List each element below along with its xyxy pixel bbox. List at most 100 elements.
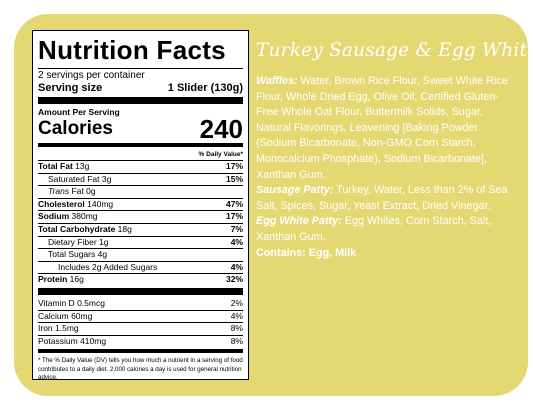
nutrient-row: Protein 16g 32% <box>38 274 243 286</box>
vitamin-name: Calcium <box>38 310 69 321</box>
serving-size: Serving size 1 Slider (130g) <box>38 82 243 95</box>
amount-per-serving: Amount Per Serving <box>38 107 120 117</box>
nutrient-name: Total Fat <box>38 161 73 171</box>
vitamin-row: Calcium 60mg 4% <box>38 311 243 324</box>
ingredient-text: Water, Brown Rice Flour, Sweet White Ric… <box>256 75 508 181</box>
nutrient-row: Total Carbohydrate 18g 7% <box>38 224 243 237</box>
nutrient: Saturated Fat 3g <box>38 174 111 186</box>
vitamin-name: Vitamin D <box>38 297 75 308</box>
nutrient-row: Includes 2g Added Sugars 4% <box>38 262 243 275</box>
nutrient-row: Trans Fat 0g <box>38 186 243 199</box>
nutrient-amount: 1g <box>99 236 109 247</box>
nutrient: Includes 2g Added Sugars <box>38 262 157 274</box>
nutrient-row: Total Fat 13g 17% <box>38 161 243 174</box>
daily-value: 8% <box>230 335 243 346</box>
nutrient-amount: 0g <box>86 186 96 197</box>
allergens: Contains: Egg, Milk <box>256 246 357 259</box>
ingredient-label: Egg White Patty: <box>256 215 342 228</box>
daily-value: 15% <box>225 173 243 184</box>
daily-value: 7% <box>230 223 243 234</box>
nutrient-row: Saturated Fat 3g 15% <box>38 174 243 187</box>
thick-rule <box>38 287 243 295</box>
nutrient-row: Cholesterol 140mg 47% <box>38 199 243 212</box>
nutrient-amount: 2g Added Sugars <box>92 261 158 272</box>
nutrient-amount: 16g <box>69 274 84 285</box>
serving-size-label: Serving size <box>38 82 103 94</box>
daily-value: 4% <box>230 236 243 247</box>
calories: Calories 240 <box>38 114 243 144</box>
label-title: Nutrition Facts <box>38 35 226 65</box>
ingredient-group: Sausage Patty: Turkey, Water, Less than … <box>256 183 518 214</box>
ingredient-group: Waffles: Water, Brown Rice Flour, Sweet … <box>256 74 518 183</box>
daily-value: 2% <box>230 297 243 308</box>
nutrient-name: Cholesterol <box>38 198 85 209</box>
ingredient-label: Sausage Patty: <box>256 184 334 197</box>
nutrient-name: Dietary Fiber <box>48 236 97 247</box>
daily-value: 32% <box>225 274 243 285</box>
daily-value: 17% <box>225 211 243 222</box>
nutrient: Protein 16g <box>38 274 84 286</box>
ingredient-label: Waffles: <box>256 75 298 87</box>
ingredient-text: Turkey, Water, Less than 2% of Sea Salt,… <box>256 184 508 212</box>
daily-value: 8% <box>230 323 243 334</box>
vitamin-amount: 1.5mg <box>55 323 79 334</box>
ingredients-panel: Turkey Sausage & Egg White Waffles: Wate… <box>256 38 533 261</box>
footnote: * The % Daily Value (DV) tells you how m… <box>38 357 243 381</box>
dv-header: % Daily Value* <box>38 149 243 161</box>
nutrient: Total Carbohydrate 18g <box>38 224 132 236</box>
vitamin: Vitamin D 0.5mcg <box>38 298 231 310</box>
nutrient-row: Total Sugars 4g <box>38 249 243 262</box>
nutrient: Sodium 380mg <box>38 211 98 223</box>
ingredient-text: Egg Whites, Corn Starch, Salt, Xanthan G… <box>256 215 492 243</box>
vitamin-row: Potassium 410mg 8% <box>38 336 243 348</box>
calories-value: 240 <box>199 114 243 144</box>
nutrient-amount: 380mg <box>71 211 98 222</box>
daily-value: 17% <box>225 161 243 171</box>
vitamin-name: Iron <box>38 323 53 334</box>
nutrient-name: Saturated Fat <box>48 173 100 184</box>
nutrient-amount: 140mg <box>87 198 114 209</box>
vitamin-rows: Vitamin D 0.5mcg 2% Calcium 60mg 4% Iron 1.5… <box>38 298 243 347</box>
daily-value: 4% <box>230 310 243 321</box>
vitamin: Iron 1.5mg <box>38 323 231 335</box>
vitamin: Calcium 60mg <box>38 311 231 323</box>
servings: 2 servings per container <box>38 70 145 81</box>
nutrient-row: Sodium 380mg 17% <box>38 211 243 224</box>
vitamin-amount: 410mg <box>80 335 107 346</box>
vitamin-row: Vitamin D 0.5mcg 2% <box>38 298 243 311</box>
nutrient-row: Dietary Fiber 1g 4% <box>38 237 243 250</box>
nutrient: Cholesterol 140mg <box>38 199 113 211</box>
nutrient-rows: Total Fat 13g 17% Saturated Fat 3g 15% Trans… <box>38 161 243 286</box>
nutrient-amount: 18g <box>117 223 132 234</box>
calories-label: Calories <box>38 118 113 139</box>
ingredient-group: Egg White Patty: Egg Whites, Corn Starch… <box>256 214 518 245</box>
nutrient-italic: Trans <box>48 186 70 197</box>
nutrient: Trans Fat 0g <box>38 186 96 198</box>
rule <box>38 68 243 69</box>
nutrient: Total Fat 13g <box>38 161 89 173</box>
product-title: Turkey Sausage & Egg White <box>256 40 533 61</box>
nutrient-name: Total Carbohydrate <box>38 223 116 234</box>
nutrient-amount: 3g <box>101 173 112 184</box>
serving-size-value: 1 Slider (130g) <box>167 82 243 94</box>
vitamin: Potassium 410mg <box>38 336 231 348</box>
medium-rule <box>38 349 243 354</box>
vitamin-name: Potassium <box>38 335 78 346</box>
vitamin-amount: 0.5mcg <box>77 297 105 308</box>
nutrient-name: Total Sugars <box>48 249 96 260</box>
nutrient-name: Includes <box>58 261 90 272</box>
nutrient: Dietary Fiber 1g <box>38 237 109 249</box>
ingredients: Waffles: Water, Brown Rice Flour, Sweet … <box>256 74 518 261</box>
nutrient-amount: 4g <box>97 249 108 260</box>
vitamin-amount: 60mg <box>71 310 93 321</box>
nutrient-amount: 13g <box>75 161 90 171</box>
medium-rule <box>38 143 243 147</box>
thick-rule <box>38 97 243 104</box>
nutrient-name: Fat <box>71 186 84 197</box>
daily-value: 47% <box>225 198 243 209</box>
vitamin-row: Iron 1.5mg 8% <box>38 323 243 336</box>
nutrient-name: Protein <box>38 274 68 285</box>
nutrient: Total Sugars 4g <box>38 249 107 261</box>
nutrient-name: Sodium <box>38 211 70 222</box>
